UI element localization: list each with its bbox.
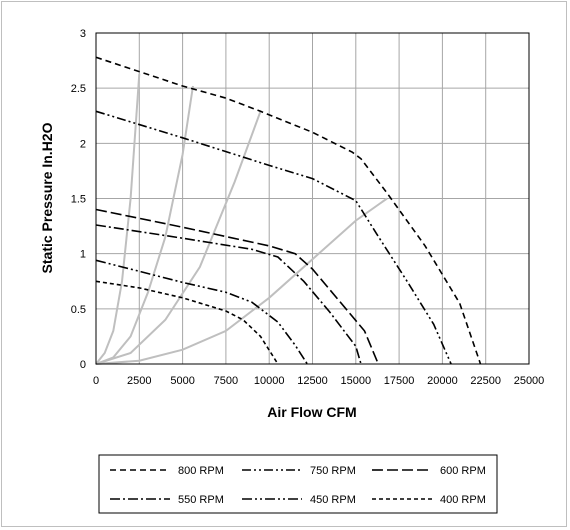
x-tick-labels: 0 2500 5000 7500 10000 12500 15000 17500 20000 22… [93,375,544,387]
y-tick-label: 1.5 [71,194,86,206]
x-tick-label: 15000 [341,375,372,387]
y-tick-label: 3 [80,28,86,40]
legend-label-800-rpm: 800 RPM [178,465,224,477]
legend-box [98,454,498,514]
x-tick-label: 7500 [214,375,238,387]
system-curves [95,73,388,365]
system-curve [95,85,194,365]
x-tick-label: 20000 [427,375,458,387]
y-tick-label: 1 [80,249,86,261]
series-lines [95,56,482,365]
legend-label-600-rpm: 600 RPM [440,465,486,477]
y-tick-label: 0 [80,359,86,371]
system-curve [95,73,141,365]
x-axis-title: Air Flow CFM [267,404,356,420]
series-line-600-rpm [95,208,380,365]
x-tick-label: 2500 [127,375,151,387]
y-tick-label: 2.5 [71,83,86,95]
plot-border [95,32,530,365]
x-tick-label: 0 [93,375,99,387]
legend-label-750-rpm: 750 RPM [310,465,356,477]
y-tick-label: 2 [80,138,86,150]
x-tick-label: 10000 [254,375,285,387]
y-axis-title: Static Pressure In.H2O [39,122,55,273]
x-tick-label: 5000 [170,375,194,387]
system-curve [95,197,388,365]
series-line-800-rpm [95,56,482,365]
y-tick-label: 0.5 [71,304,86,316]
system-curve [95,110,262,365]
legend: 800 RPM 750 RPM 600 RPM 550 RPM 450 RPM 400 R… [110,465,486,506]
x-tick-label: 25000 [514,375,545,387]
series-line-400-rpm [95,280,279,365]
series-line-550-rpm [95,224,362,365]
series-line-450-rpm [95,259,308,365]
x-tick-label: 17500 [384,375,415,387]
x-tick-label: 22500 [470,375,501,387]
legend-label-400-rpm: 400 RPM [440,494,486,506]
x-tick-label: 12500 [297,375,328,387]
y-tick-labels: 0 0.5 1 1.5 2 2.5 3 [71,28,86,371]
legend-label-550-rpm: 550 RPM [178,494,224,506]
legend-label-450-rpm: 450 RPM [310,494,356,506]
